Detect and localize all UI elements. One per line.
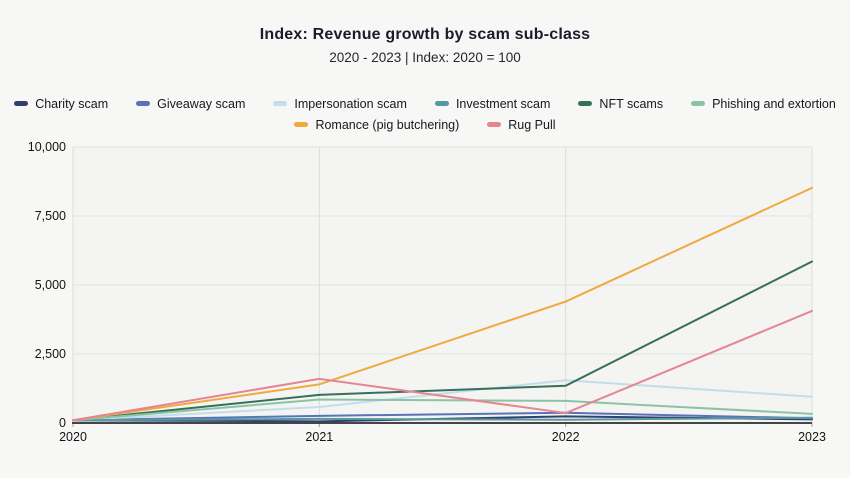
y-axis-tick-label: 7,500	[34, 209, 66, 223]
x-axis-tick-label: 2020	[59, 430, 87, 444]
legend-item-impersonation-scam[interactable]: Impersonation scam	[273, 94, 407, 113]
legend-swatch-icon	[273, 101, 288, 106]
x-axis-tick-label: 2021	[305, 430, 334, 444]
legend-swatch-icon	[136, 101, 151, 106]
legend-label: Charity scam	[35, 96, 109, 111]
legend-swatch-icon	[578, 101, 593, 106]
legend-item-rug-pull[interactable]: Rug Pull	[487, 115, 556, 134]
legend-swatch-icon	[14, 101, 29, 106]
legend-row-2: Romance (pig butchering) Rug Pull	[294, 115, 556, 134]
legend-item-phishing-and-extortion[interactable]: Phishing and extortion	[691, 94, 836, 113]
legend-label: Phishing and extortion	[712, 96, 836, 111]
y-axis-tick-label: 10,000	[27, 140, 66, 154]
legend-item-investment-scam[interactable]: Investment scam	[434, 94, 551, 113]
chart-title: Index: Revenue growth by scam sub-class	[259, 26, 591, 43]
legend-swatch-icon	[294, 122, 309, 127]
x-axis-tick-label: 2023	[798, 430, 826, 444]
legend-label: Rug Pull	[508, 117, 556, 132]
legend-item-charity-scam[interactable]: Charity scam	[14, 94, 108, 113]
legend-swatch-icon	[487, 122, 502, 127]
chart-legend: Charity scam Giveaway scam Impersonation…	[0, 94, 850, 134]
legend-label: NFT scams	[599, 96, 664, 111]
legend-label: Romance (pig butchering)	[315, 117, 460, 132]
legend-item-romance-pig-butchering[interactable]: Romance (pig butchering)	[294, 115, 459, 134]
x-axis-tick-label: 2022	[551, 430, 580, 444]
legend-item-giveaway-scam[interactable]: Giveaway scam	[136, 94, 245, 113]
legend-row-1: Charity scam Giveaway scam Impersonation…	[14, 94, 836, 113]
legend-label: Investment scam	[455, 96, 551, 111]
legend-label: Impersonation scam	[294, 96, 407, 111]
y-axis-tick-label: 0	[59, 416, 66, 430]
legend-swatch-icon	[434, 101, 449, 106]
y-axis-tick-label: 5,000	[34, 278, 66, 292]
legend-item-nft-scams[interactable]: NFT scams	[578, 94, 663, 113]
y-axis-tick-label: 2,500	[34, 347, 66, 361]
chart-subtitle: 2020 - 2023 | Index: 2020 = 100	[329, 50, 521, 65]
legend-swatch-icon	[691, 101, 706, 106]
legend-label: Giveaway scam	[157, 96, 246, 111]
